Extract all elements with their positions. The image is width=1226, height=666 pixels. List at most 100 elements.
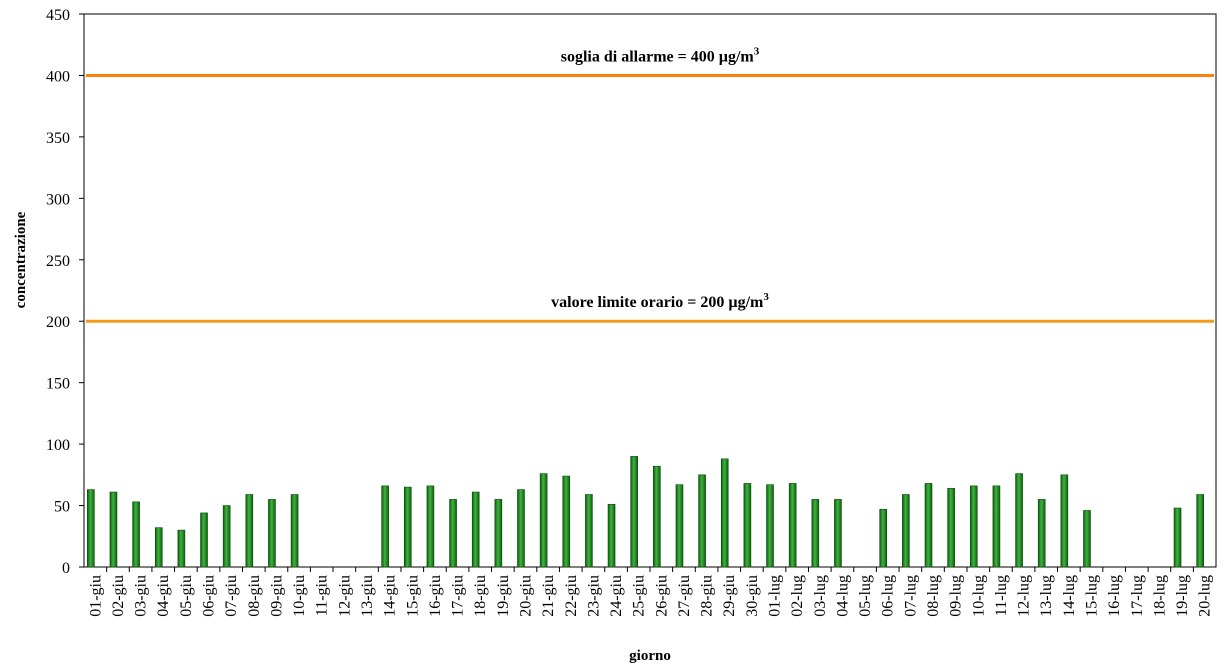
bar [1037, 499, 1046, 568]
x-tick-label: 18-giu [472, 575, 489, 617]
x-tick-label: 17-giu [450, 575, 467, 617]
x-tick-label: 19-lug [1174, 575, 1191, 617]
bar [992, 485, 1001, 568]
bar [1015, 473, 1023, 568]
bar [924, 483, 933, 568]
x-tick-label: 22-giu [563, 575, 580, 617]
bar [245, 494, 254, 568]
reference-label: valore limite orario = 200 µg/m3 [551, 291, 769, 311]
y-tick-label: 100 [46, 437, 70, 454]
x-tick-label: 15-giu [404, 575, 421, 617]
reference-label: soglia di allarme = 400 µg/m3 [561, 45, 760, 65]
bar [154, 527, 163, 568]
bar [743, 483, 752, 568]
y-tick-label: 250 [46, 253, 70, 270]
reference-label-text: valore limite orario = 200 µg/m [551, 294, 764, 311]
y-axis-label: concentrazione [13, 211, 29, 308]
x-tick-label: 09-lug [948, 575, 965, 617]
bar [766, 484, 774, 568]
x-tick-label: 14-giu [382, 575, 399, 617]
x-tick-label: 28-giu [699, 575, 716, 617]
bar [1173, 507, 1182, 568]
x-tick-label: 12-lug [1016, 575, 1033, 617]
x-tick-label: 05-lug [857, 575, 874, 617]
x-tick-label: 11-lug [993, 575, 1010, 616]
x-tick-label: 21-giu [540, 575, 557, 617]
bar [562, 475, 571, 568]
x-tick-label: 02-lug [789, 575, 806, 617]
x-tick-label: 13-giu [359, 575, 376, 617]
bar [1083, 510, 1091, 568]
bar [471, 491, 480, 568]
bar [268, 499, 276, 568]
x-tick-label: 24-giu [608, 575, 625, 617]
x-tick-label: 27-giu [676, 575, 693, 617]
bar [1196, 494, 1204, 568]
bar [811, 499, 820, 568]
x-tick-label: 01-lug [767, 575, 784, 617]
x-tick-label: 01-giu [87, 575, 104, 617]
bar [698, 474, 706, 568]
bar [426, 485, 435, 568]
bar [720, 458, 729, 568]
x-tick-label: 16-lug [1106, 575, 1123, 617]
x-tick-label: 18-lug [1151, 575, 1168, 617]
x-tick-label: 10-giu [291, 575, 308, 617]
bar [290, 494, 299, 568]
x-tick-label: 11-giu [314, 575, 331, 616]
x-tick-label: 03-lug [812, 575, 829, 617]
x-tick-label: 20-lug [1197, 575, 1214, 617]
x-tick-label: 08-lug [925, 575, 942, 617]
x-tick-label: 09-giu [268, 575, 285, 617]
y-tick-label: 300 [46, 191, 70, 208]
x-tick-label: 16-giu [427, 575, 444, 617]
bar [788, 483, 797, 568]
reference-label-sup: 3 [763, 291, 769, 303]
x-tick-label: 29-giu [721, 575, 738, 617]
y-tick-label: 450 [46, 7, 70, 24]
bar [200, 512, 208, 568]
bar [607, 504, 616, 568]
bar [1060, 474, 1069, 568]
x-tick-label: 13-lug [1038, 575, 1055, 617]
reference-label-text: soglia di allarme = 400 µg/m [561, 48, 755, 65]
x-tick-label: 20-giu [517, 575, 534, 617]
bar [902, 494, 910, 568]
y-tick-label: 150 [46, 376, 70, 393]
x-tick-label: 08-giu [246, 575, 263, 617]
bar [87, 489, 95, 568]
x-axis-label: giorno [629, 648, 671, 664]
x-tick-label: 14-lug [1061, 575, 1078, 617]
bar [222, 505, 231, 568]
x-tick-label: 04-lug [834, 575, 851, 617]
bar [109, 491, 118, 568]
bar [675, 484, 684, 568]
y-tick-label: 0 [62, 560, 70, 577]
x-tick-label: 02-giu [110, 575, 127, 617]
x-tick-label: 07-giu [223, 575, 240, 617]
bar [653, 465, 661, 568]
bar [947, 488, 955, 568]
x-tick-label: 06-lug [880, 575, 897, 617]
y-tick-label: 50 [54, 499, 70, 516]
x-tick-label: 17-lug [1129, 575, 1146, 617]
bar [834, 499, 842, 568]
plot-frame [83, 13, 1217, 568]
x-tick-label: 26-giu [653, 575, 670, 617]
bar [969, 485, 978, 568]
x-tick-label: 06-giu [201, 575, 218, 617]
bar [630, 456, 638, 568]
x-tick-label: 10-lug [970, 575, 987, 617]
bar [879, 508, 888, 568]
bar [403, 486, 412, 568]
bar [494, 499, 503, 568]
bar [517, 489, 525, 568]
x-tick-label: 07-lug [902, 575, 919, 617]
y-tick-label: 400 [46, 68, 70, 85]
x-tick-label: 25-giu [631, 575, 648, 617]
reference-label-sup: 3 [754, 45, 760, 57]
x-tick-label: 30-giu [744, 575, 761, 617]
x-tick-label: 12-giu [336, 575, 353, 617]
x-tick-label: 23-giu [585, 575, 602, 617]
